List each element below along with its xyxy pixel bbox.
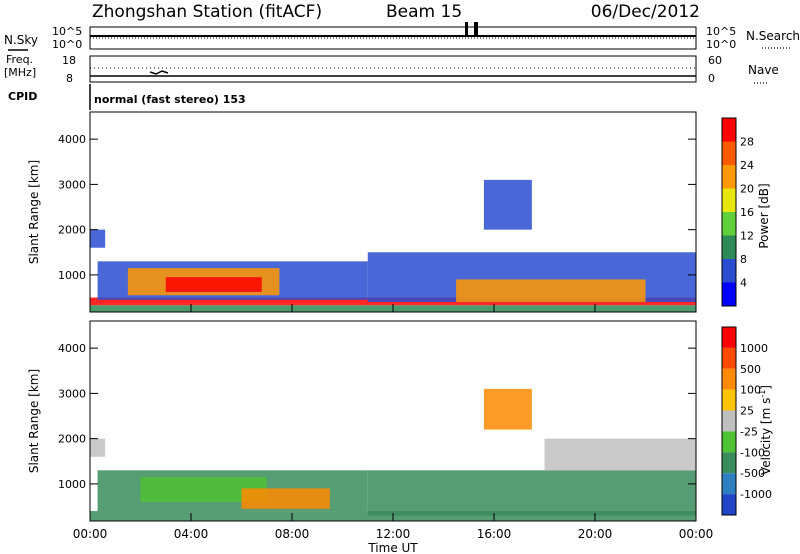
velocity-colorbar-label: Velocity [m s-1] xyxy=(758,385,773,475)
velocity-colorbar-tick-7: -1000 xyxy=(740,488,772,501)
nsearch-label: N.Search xyxy=(746,29,800,43)
velocity-colorbar: 1000 500 100 25 -25 -100 -500 -1000 xyxy=(721,326,772,516)
power-colorbar-tick-6: 4 xyxy=(740,277,747,290)
power-yticks: 4000 3000 2000 1000 xyxy=(58,133,696,282)
freq-tick-bottom: 8 xyxy=(66,72,73,85)
velocity-panel: 4000 3000 2000 1000 Slant Range [km] 1000 50… xyxy=(27,304,773,554)
xtick-label-3: 12:00 xyxy=(376,527,411,541)
time-axis-ticks: 00:00 04:00 08:00 12:00 16:00 20:00 00:00 xyxy=(73,304,714,541)
nave-label: Nave xyxy=(748,63,779,77)
velocity-colorbar-swatch-7 xyxy=(722,473,736,495)
freq-panel-frame xyxy=(89,55,697,83)
power-panel: 4000 3000 2000 1000 Slant Range [km] 28 24 20… xyxy=(27,111,771,313)
power-ytick-label-2: 2000 xyxy=(58,224,86,237)
xtick-label-1: 04:00 xyxy=(174,527,209,541)
power-colorbar-swatch-6 xyxy=(722,259,736,283)
power-colorbar-frame xyxy=(721,117,737,307)
freq-tick-top: 18 xyxy=(62,54,76,67)
power-colorbar-swatch-2 xyxy=(722,165,736,189)
velocity-ytick-label-2: 2000 xyxy=(58,433,86,446)
power-region-5 xyxy=(90,229,106,248)
velocity-colorbar-tick-3: 25 xyxy=(740,405,754,418)
nsky-right-tick-top: 10^5 xyxy=(706,25,736,38)
nsky-label: N.Sky xyxy=(4,33,38,47)
velocity-colorbar-swatch-1 xyxy=(722,347,736,369)
velocity-colorbar-swatch-6 xyxy=(722,452,736,474)
xtick-label-0: 00:00 xyxy=(73,527,108,541)
freq-unit: [MHz] xyxy=(4,66,36,79)
freq-wiggle xyxy=(149,70,169,75)
velocity-ytick-label-3: 1000 xyxy=(58,478,86,491)
plot-title: Zhongshan Station (fitACF) xyxy=(92,2,322,22)
velocity-colorbar-label-end: ] xyxy=(759,385,773,390)
power-colorbar-tick-1: 24 xyxy=(740,159,754,172)
power-colorbar-swatch-1 xyxy=(722,141,736,165)
velocity-colorbar-swatch-8 xyxy=(722,494,736,515)
xtick-label-6: 00:00 xyxy=(679,527,714,541)
velocity-heatmap xyxy=(90,388,696,521)
velocity-colorbar-swatch-3 xyxy=(722,389,736,411)
xtick-label-4: 16:00 xyxy=(477,527,512,541)
power-ylabel: Slant Range [km] xyxy=(27,160,41,264)
velocity-colorbar-swatch-0 xyxy=(722,327,736,348)
power-region-7 xyxy=(456,279,646,303)
cpid-label: CPID xyxy=(8,90,37,103)
velocity-region-7 xyxy=(483,388,532,430)
velocity-colorbar-tick-4: -25 xyxy=(740,425,758,438)
velocity-ytick-label-0: 4000 xyxy=(58,342,86,355)
power-colorbar-swatch-3 xyxy=(722,188,736,212)
power-ytick-label-1: 3000 xyxy=(58,178,86,191)
velocity-colorbar-frame xyxy=(721,326,737,516)
velocity-colorbar-tick-2: 100 xyxy=(740,384,761,397)
power-region-4 xyxy=(165,277,262,293)
power-colorbar-swatch-0 xyxy=(722,118,736,142)
power-colorbar-tick-4: 12 xyxy=(740,230,754,243)
velocity-ytick-label-1: 3000 xyxy=(58,387,86,400)
power-colorbar-label: Power [dB] xyxy=(757,183,771,248)
velocity-yticks: 4000 3000 2000 1000 xyxy=(58,342,696,491)
xtick-label-5: 20:00 xyxy=(578,527,613,541)
nsky-tick-top: 10^5 xyxy=(52,25,82,38)
velocity-colorbar-tick-1: 500 xyxy=(740,363,761,376)
time-axis-label: Time UT xyxy=(367,541,418,554)
power-colorbar-tick-3: 16 xyxy=(740,206,754,219)
xtick-label-2: 08:00 xyxy=(275,527,310,541)
nave-tick-bottom: 0 xyxy=(708,72,715,85)
velocity-region-3 xyxy=(241,488,330,509)
freq-label: Freq. xyxy=(6,53,33,66)
power-colorbar-tick-2: 20 xyxy=(740,183,754,196)
velocity-colorbar-tick-5: -100 xyxy=(740,446,765,459)
power-heatmap xyxy=(90,179,696,312)
velocity-region-4 xyxy=(90,438,106,457)
nsky-spike-1 xyxy=(465,22,468,36)
power-colorbar-swatch-7 xyxy=(722,282,736,306)
nsky-tick-bottom: 10^0 xyxy=(52,38,82,51)
cpid-text: normal (fast stereo) 153 xyxy=(94,93,246,106)
power-colorbar-tick-0: 28 xyxy=(740,136,754,149)
power-colorbar-swatch-5 xyxy=(722,235,736,259)
velocity-colorbar-label-sup: -1 xyxy=(758,390,767,398)
velocity-colorbar-swatch-5 xyxy=(722,431,736,453)
velocity-ylabel: Slant Range [km] xyxy=(27,369,41,473)
power-colorbar-swatch-4 xyxy=(722,212,736,236)
nave-tick-top: 60 xyxy=(708,54,722,67)
velocity-colorbar-tick-6: -500 xyxy=(740,467,765,480)
velocity-colorbar-label-main: Velocity [m s xyxy=(759,398,773,475)
nsky-spike-2 xyxy=(474,22,478,36)
power-ytick-label-3: 1000 xyxy=(58,269,86,282)
power-ytick-label-0: 4000 xyxy=(58,133,86,146)
power-colorbar-tick-5: 8 xyxy=(740,253,747,266)
velocity-region-6 xyxy=(544,438,696,471)
power-colorbar: 28 24 20 16 12 8 4 xyxy=(721,117,754,307)
velocity-colorbar-tick-0: 1000 xyxy=(740,342,768,355)
beam-label: Beam 15 xyxy=(386,2,462,22)
velocity-region-5 xyxy=(367,470,696,516)
power-region-8 xyxy=(483,179,532,230)
date-label: 06/Dec/2012 xyxy=(591,2,700,22)
velocity-colorbar-swatch-4 xyxy=(722,410,736,432)
velocity-colorbar-swatch-2 xyxy=(722,368,736,390)
nsky-right-tick-bottom: 10^0 xyxy=(706,38,736,51)
